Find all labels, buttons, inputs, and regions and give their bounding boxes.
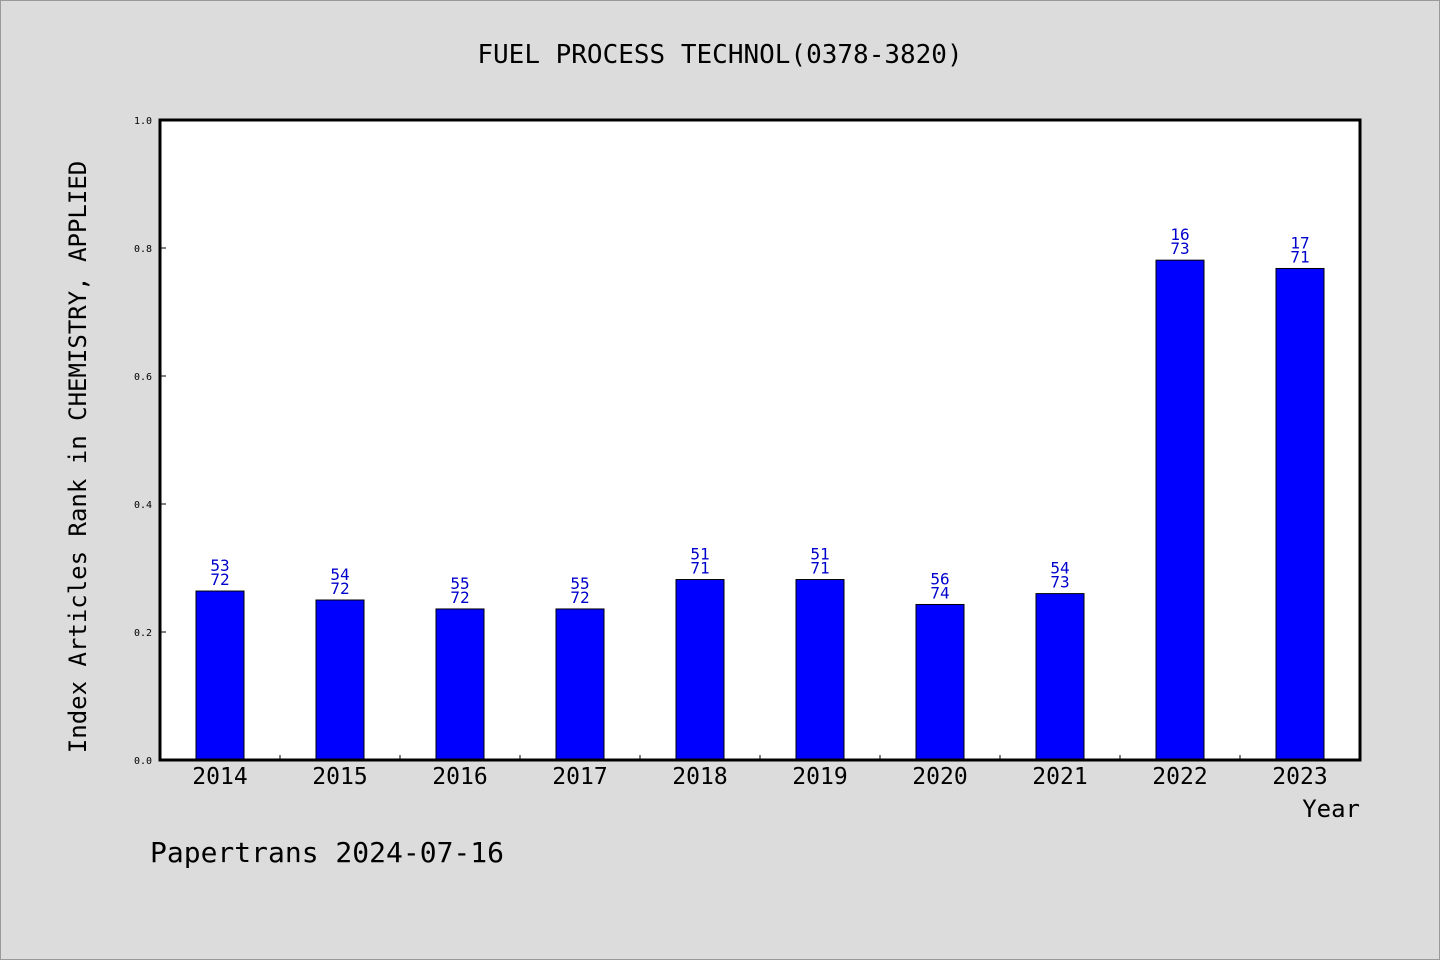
bar-total-label: 71: [690, 559, 709, 578]
bar-rank-label: 53: [210, 556, 229, 575]
bar: [315, 599, 365, 761]
x-tick-label: 2014: [192, 764, 247, 790]
bar-total-label: 74: [930, 583, 949, 602]
bar-total-label: 73: [1170, 239, 1189, 258]
bar: [555, 608, 605, 761]
x-tick-label: 2022: [1152, 764, 1207, 790]
bar-total-label: 72: [570, 588, 589, 607]
x-tick-label: 2019: [792, 764, 847, 790]
bar-total-label: 71: [810, 559, 829, 578]
y-tick-label: 0.4: [134, 500, 152, 511]
bar-total-label: 72: [450, 588, 469, 607]
y-tick-label: 0.2: [134, 628, 152, 639]
bar-rank-label: 54: [330, 565, 349, 584]
bar-rank-label: 51: [810, 545, 829, 564]
bar-rank-label: 17: [1290, 233, 1309, 252]
bar-total-label: 72: [330, 579, 349, 598]
bar: [675, 579, 725, 761]
bar-rank-label: 56: [930, 569, 949, 588]
y-axis-label: Index Articles Rank in CHEMISTRY, APPLIE…: [64, 161, 92, 753]
bar-rank-label: 54: [1050, 559, 1069, 578]
bar: [435, 608, 485, 761]
bar-rank-label: 16: [1170, 225, 1189, 244]
x-tick-label: 2020: [912, 764, 967, 790]
bar-rank-label: 55: [570, 574, 589, 593]
bar: [1155, 259, 1205, 761]
bar-total-label: 72: [210, 570, 229, 589]
x-tick-label: 2017: [552, 764, 607, 790]
x-axis-ticks: 2014 2015 2016 2017 2018 2019 2020 2021 2022 2023: [192, 755, 1328, 790]
x-tick-label: 2016: [432, 764, 487, 790]
x-tick-label: 2015: [312, 764, 367, 790]
bar: [1275, 267, 1325, 761]
x-tick-label: 2021: [1032, 764, 1087, 790]
y-tick-label: 0.6: [134, 372, 152, 383]
x-tick-label: 2023: [1272, 764, 1327, 790]
x-axis-label: Year: [1302, 795, 1360, 823]
bar: [795, 579, 845, 761]
y-tick-label: 0.0: [134, 756, 152, 767]
bar: [915, 603, 965, 761]
y-tick-label: 1.0: [134, 116, 152, 127]
bar-rank-label: 51: [690, 545, 709, 564]
y-tick-label: 0.8: [134, 244, 152, 255]
bar: [195, 590, 245, 761]
bar-total-label: 71: [1290, 247, 1309, 266]
bar-rank-label: 55: [450, 574, 469, 593]
chart-title: FUEL PROCESS TECHNOL(0378-3820): [477, 40, 962, 70]
bar: [1035, 593, 1085, 761]
bars: [195, 259, 1325, 761]
bar-total-label: 73: [1050, 573, 1069, 592]
footer-credit: Papertrans 2024-07-16: [150, 836, 504, 869]
plot-frame: [158, 118, 1362, 762]
x-tick-label: 2018: [672, 764, 727, 790]
